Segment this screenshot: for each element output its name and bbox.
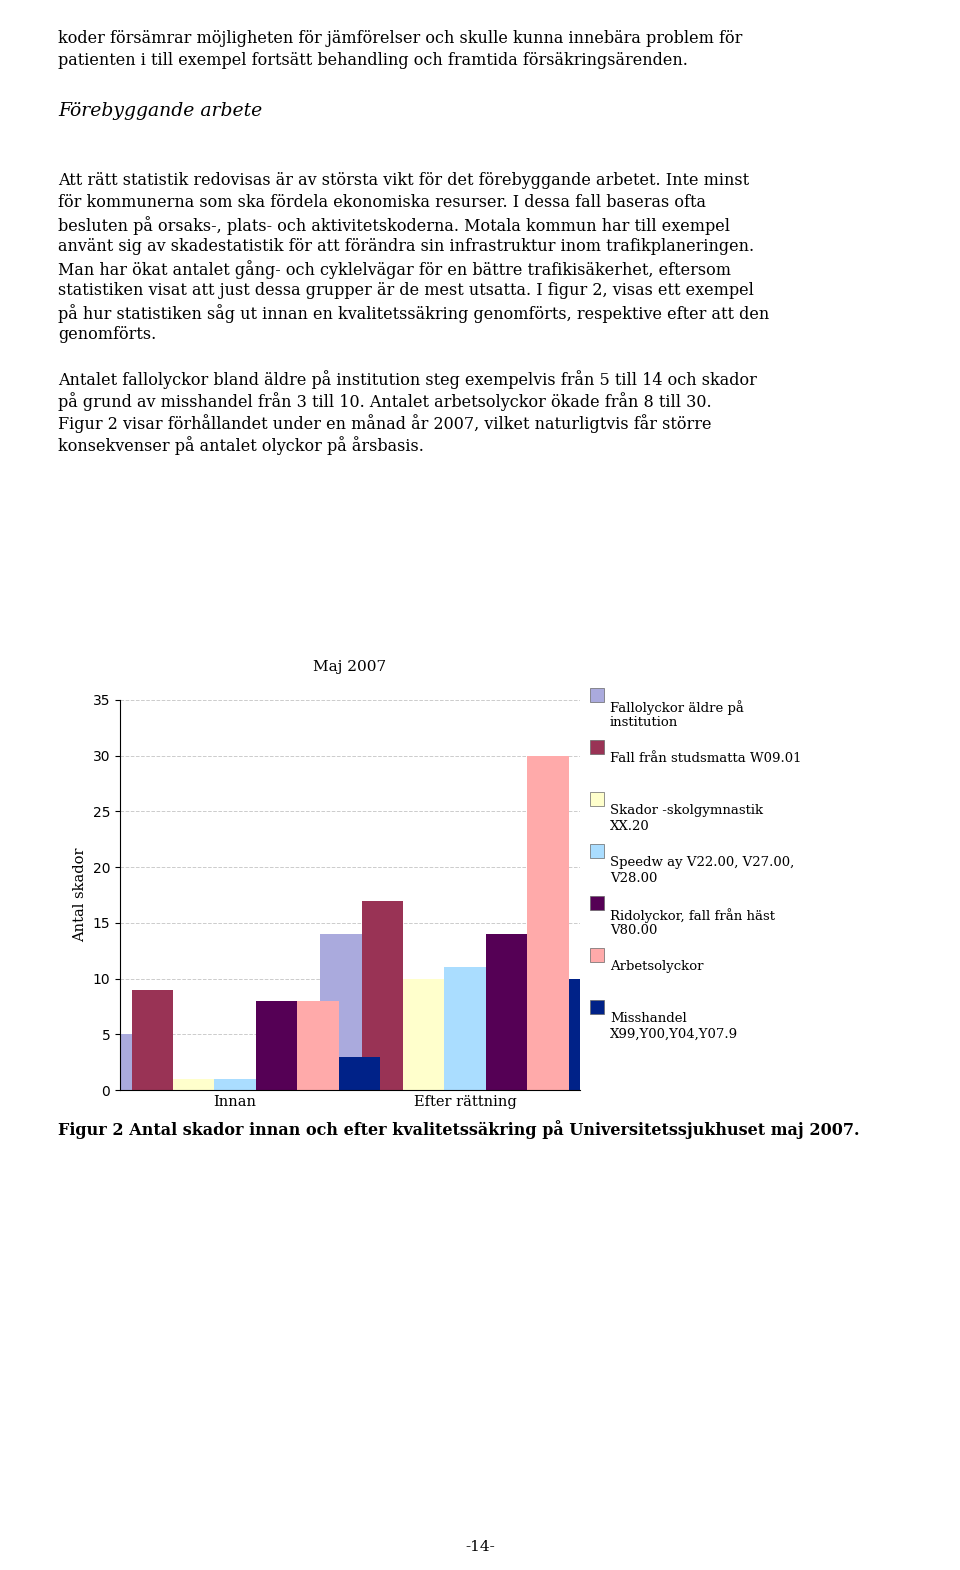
Text: Fallolyckor äldre på: Fallolyckor äldre på [610, 700, 744, 714]
Bar [527, 755, 568, 1090]
Text: Speedw ay V22.00, V27.00,: Speedw ay V22.00, V27.00, [610, 856, 794, 870]
Text: Skador -skolgymnastik: Skador -skolgymnastik [610, 804, 763, 816]
Text: patienten i till exempel fortsätt behandling och framtida försäkringsärenden.: patienten i till exempel fortsätt behand… [58, 52, 688, 69]
Text: Ridolyckor, fall från häst: Ridolyckor, fall från häst [610, 907, 775, 923]
Text: konsekvenser på antalet olyckor på årsbasis.: konsekvenser på antalet olyckor på årsba… [58, 436, 424, 455]
Text: X99,Y00,Y04,Y07.9: X99,Y00,Y04,Y07.9 [610, 1028, 738, 1041]
Text: Arbetsolyckor: Arbetsolyckor [610, 959, 704, 973]
Bar [132, 989, 173, 1090]
Text: Misshandel: Misshandel [610, 1013, 686, 1025]
Bar [403, 978, 444, 1090]
Text: genomförts.: genomförts. [58, 327, 156, 342]
Bar [173, 1079, 214, 1090]
Text: -14-: -14- [466, 1540, 494, 1554]
Bar [255, 1000, 297, 1090]
Text: på grund av misshandel från 3 till 10. Antalet arbetsolyckor ökade från 8 till 3: på grund av misshandel från 3 till 10. A… [58, 392, 711, 411]
Bar [90, 1035, 132, 1090]
Text: Antalet fallolyckor bland äldre på institution steg exempelvis från 5 till 14 oc: Antalet fallolyckor bland äldre på insti… [58, 371, 756, 389]
Text: Man har ökat antalet gång- och cyklelvägar för en bättre trafikisäkerhet, efters: Man har ökat antalet gång- och cyklelväg… [58, 261, 731, 279]
Bar [320, 934, 362, 1090]
Text: V28.00: V28.00 [610, 871, 658, 885]
Text: besluten på orsaks-, plats- och aktivitetskoderna. Motala kommun har till exempe: besluten på orsaks-, plats- och aktivite… [58, 217, 730, 236]
Text: på hur statistiken såg ut innan en kvalitetssäkring genomförts, respektive efter: på hur statistiken såg ut innan en kvali… [58, 305, 769, 323]
Text: V80.00: V80.00 [610, 925, 658, 937]
Text: Att rätt statistik redovisas är av största vikt för det förebyggande arbetet. In: Att rätt statistik redovisas är av störs… [58, 173, 749, 188]
Y-axis label: Antal skador: Antal skador [73, 848, 87, 942]
Text: Maj 2007: Maj 2007 [313, 659, 387, 674]
Text: XX.20: XX.20 [610, 820, 650, 834]
Bar [444, 967, 486, 1090]
Text: institution: institution [610, 716, 679, 728]
Text: Figur 2 visar förhållandet under en månad år 2007, vilket naturligtvis får störr: Figur 2 visar förhållandet under en måna… [58, 414, 711, 433]
Bar [568, 978, 610, 1090]
Bar [297, 1000, 339, 1090]
Bar [214, 1079, 255, 1090]
Text: Figur 2 Antal skador innan och efter kvalitetssäkring på Universitetssjukhuset m: Figur 2 Antal skador innan och efter kva… [58, 1119, 859, 1138]
Text: Fall från studsmatta W09.01: Fall från studsmatta W09.01 [610, 752, 802, 765]
Text: Förebyggande arbete: Förebyggande arbete [58, 102, 262, 119]
Text: koder försämrar möjligheten för jämförelser och skulle kunna innebära problem fö: koder försämrar möjligheten för jämförel… [58, 30, 742, 47]
Text: för kommunerna som ska fördela ekonomiska resurser. I dessa fall baseras ofta: för kommunerna som ska fördela ekonomisk… [58, 195, 706, 210]
Bar [362, 901, 403, 1090]
Text: statistiken visat att just dessa grupper är de mest utsatta. I figur 2, visas et: statistiken visat att just dessa grupper… [58, 283, 754, 298]
Bar [486, 934, 527, 1090]
Text: använt sig av skadestatistik för att förändra sin infrastruktur inom trafikplane: använt sig av skadestatistik för att för… [58, 239, 755, 254]
Bar [339, 1057, 380, 1090]
